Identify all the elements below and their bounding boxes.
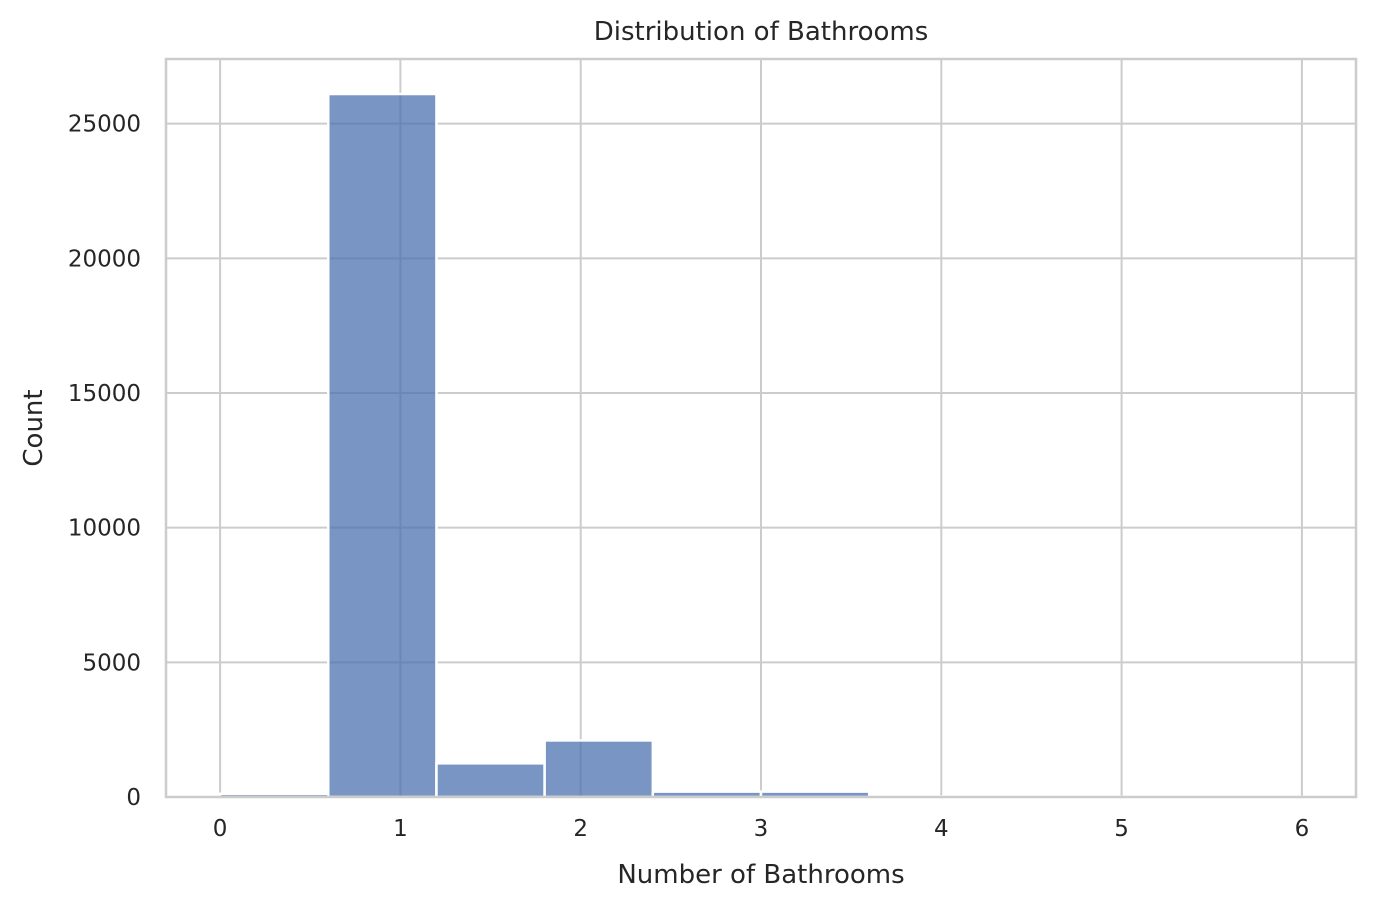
- y-tick-label: 0: [126, 785, 141, 811]
- y-tick-label: 25000: [68, 112, 141, 138]
- y-tick-label: 20000: [68, 246, 141, 272]
- x-tick-label: 5: [1114, 816, 1129, 842]
- y-axis-label: Count: [19, 389, 49, 466]
- bars: [218, 92, 1304, 799]
- x-tick-label: 6: [1295, 816, 1310, 842]
- y-tick-label: 10000: [68, 516, 141, 542]
- chart-title: Distribution of Bathrooms: [594, 17, 929, 47]
- x-tick-label: 3: [754, 816, 769, 842]
- x-tick-label: 0: [213, 816, 228, 842]
- histogram-bar: [327, 92, 438, 799]
- x-tick-labels: 0 1 2 3 4 5 6: [213, 816, 1309, 842]
- y-tick-label: 15000: [68, 381, 141, 407]
- histogram-bar: [543, 739, 655, 799]
- plot-frame: [164, 57, 1358, 799]
- x-tick-label: 4: [934, 816, 949, 842]
- x-tick-label: 2: [573, 816, 588, 842]
- y-tick-labels: 0 5000 10000 15000 20000 25000: [68, 112, 141, 811]
- y-tick-label: 5000: [82, 650, 141, 676]
- x-axis-label: Number of Bathrooms: [617, 860, 904, 890]
- histogram-bar: [435, 762, 546, 799]
- x-tick-label: 1: [393, 816, 408, 842]
